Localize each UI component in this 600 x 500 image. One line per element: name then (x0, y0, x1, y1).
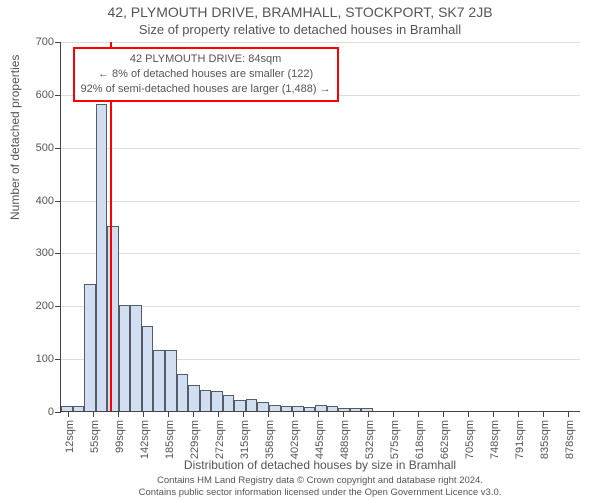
histogram-bar (119, 305, 131, 411)
y-tick (55, 95, 61, 96)
y-tick-label: 200 (16, 300, 54, 312)
annotation-box: 42 PLYMOUTH DRIVE: 84sqm← 8% of detached… (73, 47, 339, 102)
y-tick-label: 400 (16, 195, 54, 207)
x-axis-title: Distribution of detached houses by size … (60, 458, 580, 472)
gridline (61, 148, 580, 149)
y-tick-label: 500 (16, 142, 54, 154)
x-tick (443, 411, 444, 417)
x-tick (68, 411, 69, 417)
y-tick (55, 42, 61, 43)
histogram-bar (269, 405, 281, 411)
x-tick-label: 185sqm (164, 420, 176, 459)
histogram-bar (84, 284, 96, 411)
x-tick-label: 618sqm (414, 420, 426, 459)
footer-line-1: Contains HM Land Registry data © Crown c… (60, 475, 580, 486)
x-tick (543, 411, 544, 417)
histogram-bar (188, 385, 200, 411)
y-tick (55, 148, 61, 149)
x-tick-label: 229sqm (189, 420, 201, 459)
x-tick (318, 411, 319, 417)
x-tick-label: 575sqm (389, 420, 401, 459)
x-tick-label: 878sqm (564, 420, 576, 459)
y-tick (55, 306, 61, 307)
footer-line-2: Contains public sector information licen… (60, 487, 580, 498)
plot-area: 42 PLYMOUTH DRIVE: 84sqm← 8% of detached… (60, 42, 580, 412)
x-tick-label: 402sqm (289, 420, 301, 459)
chart-address-title: 42, PLYMOUTH DRIVE, BRAMHALL, STOCKPORT,… (0, 4, 600, 20)
histogram-bar (211, 391, 223, 411)
annotation-line: ← 8% of detached houses are smaller (122… (81, 67, 331, 82)
histogram-bar (350, 408, 362, 411)
x-tick-label: 705sqm (464, 420, 476, 459)
histogram-bar (223, 395, 235, 411)
x-tick-label: 748sqm (489, 420, 501, 459)
x-tick (368, 411, 369, 417)
y-tick-label: 100 (16, 353, 54, 365)
chart-root: 42, PLYMOUTH DRIVE, BRAMHALL, STOCKPORT,… (0, 0, 600, 500)
x-tick (93, 411, 94, 417)
y-tick-label: 600 (16, 89, 54, 101)
histogram-bar (304, 407, 316, 411)
histogram-bar (200, 390, 212, 411)
histogram-bar (315, 405, 327, 411)
histogram-bar (257, 402, 269, 412)
x-tick (118, 411, 119, 417)
x-tick (418, 411, 419, 417)
x-tick (493, 411, 494, 417)
histogram-bar (130, 305, 142, 411)
x-tick-label: 142sqm (139, 420, 151, 459)
histogram-bar (96, 104, 108, 411)
y-tick (55, 253, 61, 254)
gridline (61, 253, 580, 254)
histogram-bar (246, 399, 258, 411)
y-tick-label: 300 (16, 247, 54, 259)
x-tick (568, 411, 569, 417)
x-tick-label: 99sqm (114, 420, 126, 453)
histogram-bar (61, 406, 73, 411)
histogram-bar (177, 374, 189, 411)
x-tick-label: 662sqm (439, 420, 451, 459)
x-tick (168, 411, 169, 417)
x-tick-label: 445sqm (314, 420, 326, 459)
histogram-bar (327, 406, 339, 411)
x-tick-label: 12sqm (64, 420, 76, 453)
x-tick (143, 411, 144, 417)
annotation-line: 92% of semi-detached houses are larger (… (81, 82, 331, 97)
gridline (61, 42, 580, 43)
x-tick-label: 791sqm (514, 420, 526, 459)
x-tick (218, 411, 219, 417)
x-tick-label: 358sqm (264, 420, 276, 459)
x-tick (243, 411, 244, 417)
x-tick-label: 532sqm (364, 420, 376, 459)
x-tick-label: 55sqm (89, 420, 101, 453)
chart-subtitle: Size of property relative to detached ho… (0, 22, 600, 37)
histogram-bar (142, 326, 154, 411)
histogram-bar (165, 350, 177, 411)
footer-attribution: Contains HM Land Registry data © Crown c… (60, 475, 580, 498)
x-tick (193, 411, 194, 417)
x-tick (393, 411, 394, 417)
x-tick (268, 411, 269, 417)
y-tick-label: 700 (16, 36, 54, 48)
x-tick-label: 315sqm (239, 420, 251, 459)
histogram-bar (153, 350, 165, 411)
x-tick (343, 411, 344, 417)
y-tick (55, 359, 61, 360)
y-tick (55, 412, 61, 413)
gridline (61, 201, 580, 202)
x-tick-label: 835sqm (539, 420, 551, 459)
histogram-bar (234, 400, 246, 411)
y-tick (55, 201, 61, 202)
histogram-bar (281, 406, 293, 411)
x-tick (468, 411, 469, 417)
annotation-line: 42 PLYMOUTH DRIVE: 84sqm (81, 52, 331, 67)
x-tick-label: 272sqm (214, 420, 226, 459)
x-tick (293, 411, 294, 417)
histogram-bar (73, 406, 85, 411)
x-tick (518, 411, 519, 417)
x-tick-label: 488sqm (339, 420, 351, 459)
y-tick-label: 0 (16, 406, 54, 418)
